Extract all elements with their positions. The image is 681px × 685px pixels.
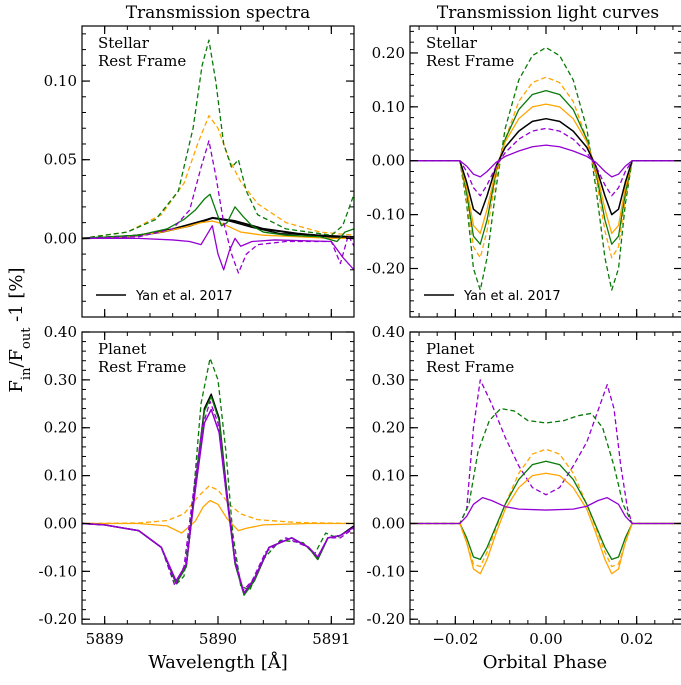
series-group bbox=[410, 46, 681, 291]
y-tick-label: 0.10 bbox=[44, 467, 77, 485]
legend-label: Yan et al. 2017 bbox=[135, 289, 233, 304]
right-x-axis-title: Orbital Phase bbox=[483, 652, 607, 673]
x-tick-label: 5890 bbox=[199, 630, 237, 648]
y-tick-label: 0.00 bbox=[44, 514, 77, 532]
x-tick-label: 5889 bbox=[86, 630, 124, 648]
series-line-solid-5 bbox=[410, 496, 681, 525]
frame-annotation: Planet Rest Frame bbox=[98, 340, 186, 376]
series-line-solid-5 bbox=[82, 408, 354, 594]
y-tick-label: 0.20 bbox=[44, 419, 77, 437]
panel-stellar-spectra: 0.00 0.05 0.10 Stellar Rest Frame Yan et al. … bbox=[44, 25, 355, 318]
panel-planet-lightcurves: −0.02 0.00 0.02 -0.20 -0.10 0.00 0.10 0.20 0.30 0… bbox=[367, 323, 681, 648]
series-group bbox=[82, 357, 354, 596]
y-tick-label: 0.10 bbox=[44, 72, 77, 90]
series-line-dashed-1 bbox=[410, 407, 681, 525]
series-line-dashed-1 bbox=[82, 485, 354, 525]
series-line-solid-3 bbox=[410, 460, 681, 561]
series-line-solid-6 bbox=[410, 144, 681, 178]
series-line-solid-0 bbox=[82, 499, 354, 534]
series-group bbox=[82, 39, 354, 274]
series-line-dashed-5 bbox=[82, 39, 354, 239]
x-tick-label: 0.02 bbox=[620, 630, 653, 648]
y-tick-label: 0.00 bbox=[372, 152, 405, 170]
series-line-solid-4 bbox=[82, 193, 354, 243]
series-line-dashed-0 bbox=[410, 379, 681, 525]
y-tick-label: 0.30 bbox=[44, 371, 77, 389]
frame-annotation: Stellar Rest Frame bbox=[98, 34, 186, 70]
y-tick-label: 0.00 bbox=[44, 229, 77, 247]
series-line-solid-2 bbox=[410, 90, 681, 245]
y-tick-label: -0.20 bbox=[367, 610, 405, 628]
left-column-title: Transmission spectra bbox=[126, 3, 311, 23]
series-line-dashed-0 bbox=[410, 46, 681, 291]
x-tick-label: 0.00 bbox=[529, 630, 562, 648]
series-line-dashed-5 bbox=[410, 127, 681, 197]
series-line-solid-1 bbox=[82, 217, 354, 239]
y-tick-label: -0.20 bbox=[39, 610, 77, 628]
series-line-dashed-6 bbox=[82, 400, 354, 592]
y-tick-label: -0.10 bbox=[39, 562, 77, 580]
y-tick-label: -0.10 bbox=[367, 562, 405, 580]
series-line-solid-4 bbox=[410, 472, 681, 575]
frame-annotation: Stellar Rest Frame bbox=[426, 34, 514, 70]
left-x-axis-title: Wavelength [Å] bbox=[148, 651, 288, 673]
y-tick-label: 0.20 bbox=[372, 419, 405, 437]
series-group bbox=[410, 379, 681, 575]
y-tick-label: 0.30 bbox=[372, 371, 405, 389]
series-line-dashed-2 bbox=[410, 448, 681, 568]
right-column-title: Transmission light curves bbox=[437, 3, 659, 23]
y-tick-label: 0.40 bbox=[372, 323, 405, 341]
y-tick-label: 0.05 bbox=[44, 151, 77, 169]
series-line-dashed-1 bbox=[410, 76, 681, 259]
series-line-dashed-3 bbox=[82, 115, 354, 239]
series-line-solid-3 bbox=[410, 103, 681, 235]
y-tick-label: -0.10 bbox=[367, 206, 405, 224]
frame-annotation: Planet Rest Frame bbox=[426, 340, 514, 376]
y-tick-label: 0.20 bbox=[372, 44, 405, 62]
panel-planet-spectra: 5889 5890 5891 -0.20 -0.10 0.00 0.10 0.20 0.30 0.… bbox=[39, 323, 355, 648]
y-tick-label: 0.10 bbox=[372, 467, 405, 485]
x-tick-label: 5891 bbox=[312, 630, 350, 648]
legend-label: Yan et al. 2017 bbox=[463, 289, 561, 304]
x-tick-label: −0.02 bbox=[432, 630, 478, 648]
y-tick-label: 0.00 bbox=[372, 514, 405, 532]
y-tick-label: 0.40 bbox=[44, 323, 77, 341]
series-line-solid-4 bbox=[410, 117, 681, 216]
y-tick-label: 0.10 bbox=[372, 98, 405, 116]
series-line-dashed-2 bbox=[82, 357, 354, 592]
series-line-dashed-7 bbox=[82, 140, 354, 274]
shared-y-axis-title: Fin/Fout -1 [%] bbox=[6, 267, 34, 392]
series-line-solid-4 bbox=[82, 395, 354, 596]
y-tick-label: -0.20 bbox=[367, 260, 405, 278]
series-line-solid-6 bbox=[82, 225, 354, 271]
panel-stellar-lightcurves: -0.20 -0.10 0.00 0.10 0.20 Stellar Rest Frame Y… bbox=[367, 25, 681, 318]
